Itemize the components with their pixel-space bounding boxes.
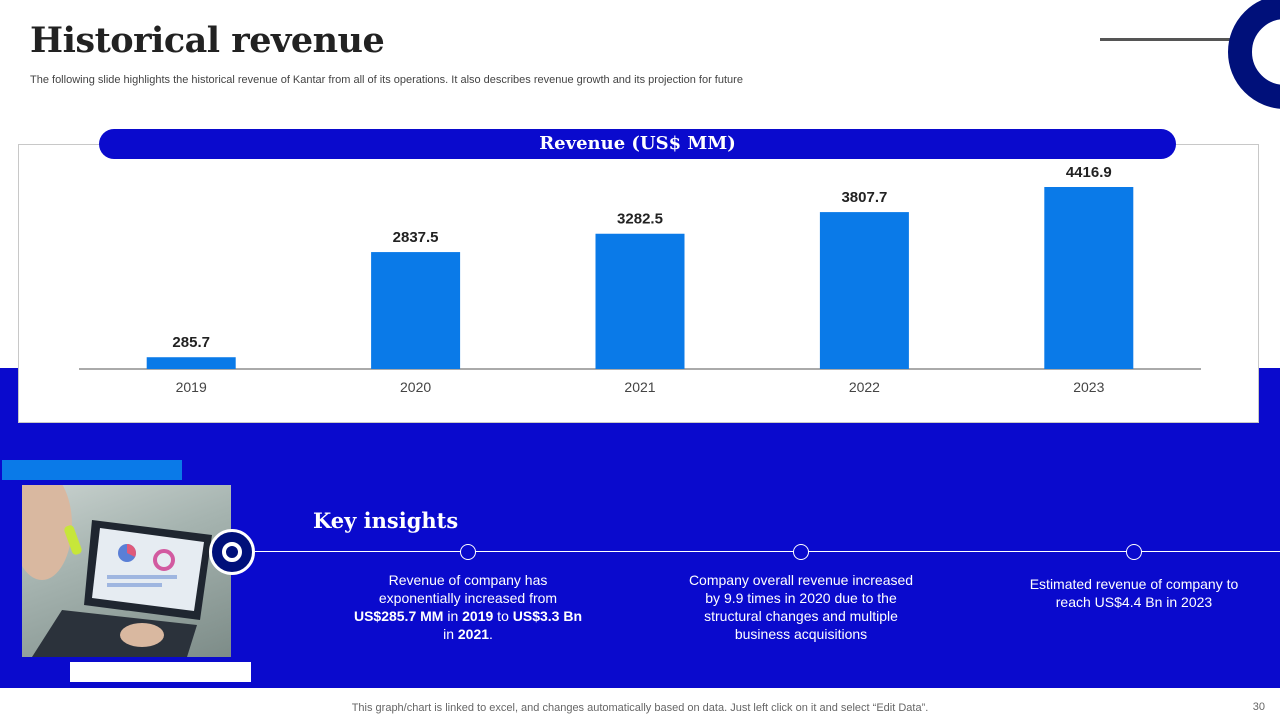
insight-text-2: Company overall revenue increased by 9.9… [688,572,914,642]
laptop-photo [22,485,231,657]
bar-2021 [595,233,685,369]
timeline-node [1126,544,1142,560]
chart-title: Revenue (US$ MM) [99,129,1176,159]
insight-text-fragment: US$285.7 MM [353,608,444,624]
data-label-2021: 3282.5 [617,211,663,228]
bar-2020 [371,252,461,369]
bar-2023 [1044,187,1134,369]
x-tick-label-2021: 2021 [624,379,655,395]
data-label-2023: 4416.9 [1066,164,1112,181]
timeline-node [460,544,476,560]
insight-text-fragment: 2021 [457,626,490,642]
insight-text-fragment: in [443,608,463,624]
x-tick-label-2019: 2019 [176,379,207,395]
insight-text-fragment: Revenue of company has exponentially inc… [378,572,558,606]
insight-text-1: Revenue of company has exponentially inc… [348,571,588,643]
bar-2019 [146,357,236,369]
timeline-node [793,544,809,560]
key-insights-title: Key insights [313,508,459,533]
insight-text-fragment: to [493,608,513,624]
data-label-2020: 2837.5 [393,229,439,246]
laptop-photo-illustration [22,485,212,657]
decorative-line [1100,38,1248,41]
x-tick-label-2023: 2023 [1073,379,1104,395]
page-subtitle: The following slide highlights the histo… [30,74,743,86]
accent-bar [2,460,182,480]
photo-caption-box [70,662,251,682]
insight-text-fragment: . [489,626,493,642]
page-number: 30 [1252,701,1265,713]
insight-text-fragment: in [443,626,458,642]
page-title: Historical revenue [30,20,385,61]
data-label-2019: 285.7 [172,334,210,351]
timeline-line [255,551,1280,552]
x-tick-label-2020: 2020 [400,379,431,395]
timeline-start-node [209,529,255,575]
footer-note: This graph/chart is linked to excel, and… [351,702,929,714]
x-tick-label-2022: 2022 [849,379,880,395]
insight-text-3: Estimated revenue of company to reach US… [1029,576,1239,610]
target-icon [222,542,242,562]
insight-text-fragment: US$3.3 Bn [512,608,583,624]
bar-2022 [819,212,909,369]
data-label-2022: 3807.7 [841,189,887,206]
insight-text-fragment: 2019 [462,608,494,624]
footer-bar [0,688,1280,720]
